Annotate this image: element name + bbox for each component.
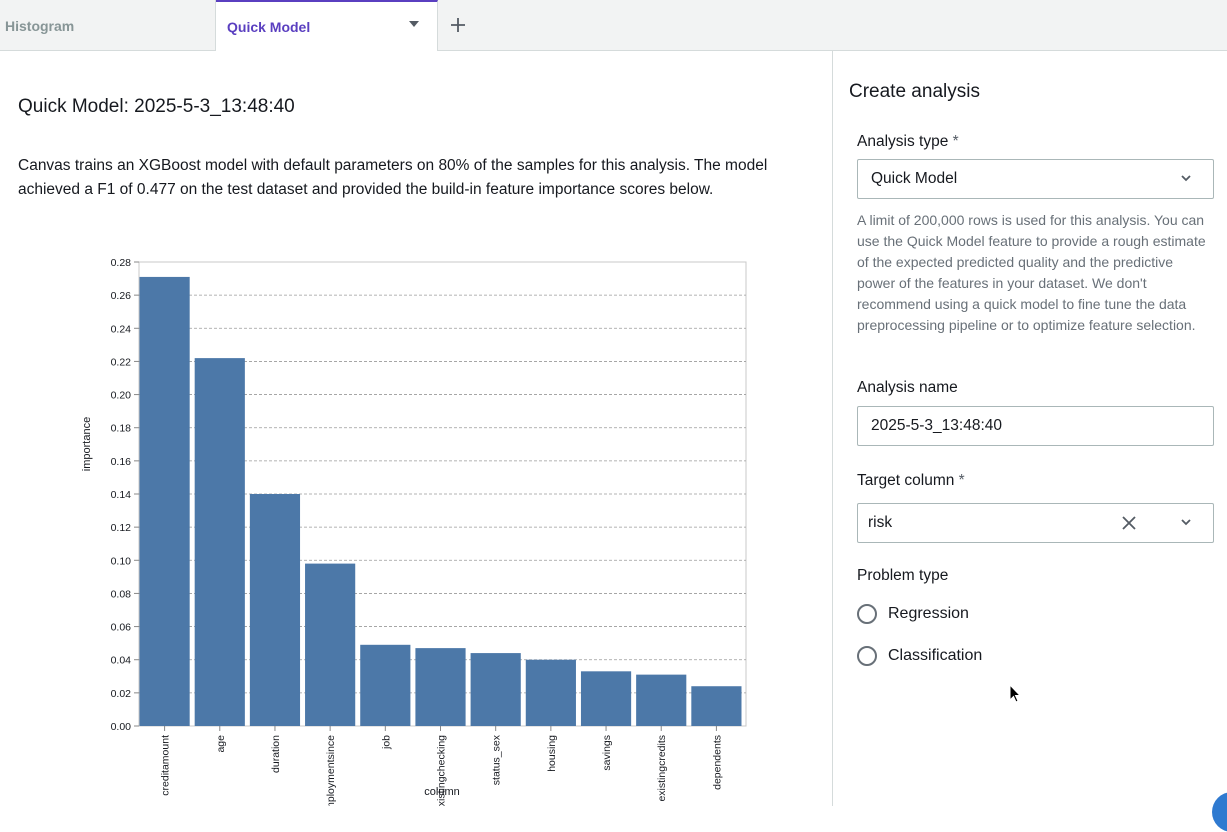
radio-button[interactable] (857, 646, 877, 666)
analysis-name-input[interactable] (857, 406, 1214, 446)
add-tab-button[interactable] (447, 12, 469, 38)
page-title: Quick Model: 2025-5-3_13:48:40 (18, 96, 295, 117)
y-tick-label: 0.26 (111, 290, 132, 302)
create-analysis-panel: Create analysis Analysis type * Quick Mo… (833, 51, 1227, 806)
bar-existingcredits[interactable] (636, 674, 687, 726)
y-tick-label: 0.04 (111, 655, 132, 667)
y-tick-label: 0.22 (111, 356, 132, 368)
radio-classification-label: Classification (888, 647, 983, 664)
clear-icon[interactable] (1121, 515, 1137, 531)
feature-importance-chart: 0.00 0.02 0.04 0.06 0.08 0.10 0.12 0.14 0.16 0.18… (81, 257, 747, 806)
analysis-description: Canvas trains an XGBoost model with defa… (18, 157, 768, 198)
chevron-down-icon[interactable] (409, 21, 419, 27)
y-tick-label: 0.24 (111, 323, 132, 335)
x-tick-label: employmentsince (325, 735, 337, 806)
chevron-down-icon (1181, 519, 1191, 526)
analysis-type-value: Quick Model (871, 170, 958, 187)
main-content: Quick Model: 2025-5-3_13:48:40 Canvas tr… (0, 51, 832, 806)
tab-histogram-label: Histogram (5, 17, 75, 34)
tab-quick-model[interactable]: Quick Model (216, 0, 438, 51)
panel-divider (832, 51, 833, 806)
bar-housing[interactable] (525, 659, 576, 726)
bar-employmentsince[interactable] (305, 563, 356, 726)
panel-title: Create analysis (849, 81, 980, 102)
plus-icon (451, 18, 465, 32)
bar-savings[interactable] (580, 671, 632, 726)
x-tick-label: status_sex (491, 734, 503, 785)
tab-histogram[interactable]: Histogram (0, 0, 216, 51)
analysis-type-label: Analysis type * (857, 133, 959, 151)
y-tick-label: 0.28 (111, 257, 132, 269)
chevron-down-icon (1181, 175, 1191, 182)
y-tick-label: 0.12 (111, 522, 132, 534)
y-tick-label: 0.10 (111, 555, 132, 567)
x-tick-label: duration (270, 735, 282, 773)
analysis-type-label-text: Analysis type (857, 133, 949, 150)
x-tick-label: creditamount (160, 735, 172, 796)
x-tick-label: housing (546, 735, 558, 772)
x-tick-label: age (215, 735, 227, 753)
bar-existingchecking[interactable] (415, 648, 466, 726)
analysis-help-text: A limit of 200,000 rows is used for this… (857, 212, 1206, 333)
x-tick-label: existingchecking (436, 735, 448, 806)
y-tick-label: 0.16 (111, 456, 132, 468)
y-tick-label: 0.08 (111, 588, 132, 600)
tab-quick-model-label: Quick Model (227, 18, 311, 35)
x-tick-label: existingcredits (656, 735, 668, 802)
y-tick-label: 0.18 (111, 423, 132, 435)
bar-dependents[interactable] (691, 686, 742, 726)
x-tick-label: job (380, 735, 392, 750)
problem-type-label: Problem type (857, 567, 949, 584)
radio-regression-label: Regression (888, 605, 969, 622)
target-column-value: risk (868, 514, 893, 531)
analysis-name-label: Analysis name (857, 379, 958, 396)
x-tick-label: dependents (711, 735, 723, 790)
y-tick-label: 0.02 (111, 688, 132, 700)
required-mark: * (952, 133, 959, 150)
bar-age[interactable] (194, 358, 245, 726)
y-tick-label: 0.00 (111, 721, 132, 733)
bar-duration[interactable] (249, 494, 301, 726)
radio-button[interactable] (857, 604, 877, 624)
y-tick-label: 0.06 (111, 622, 132, 634)
y-tick-label: 0.14 (111, 489, 132, 501)
analysis-type-select[interactable]: Quick Model (857, 159, 1214, 199)
x-axis-label: column (424, 786, 459, 798)
bar-status_sex[interactable] (470, 653, 521, 726)
tab-bar: Histogram Quick Model (0, 0, 1227, 51)
bar-creditamount[interactable] (139, 276, 190, 726)
x-tick-label: savings (601, 735, 613, 771)
mouse-cursor-icon (1009, 684, 1022, 703)
radio-classification[interactable]: Classification (857, 646, 982, 666)
target-column-label: Target column * (857, 472, 965, 490)
y-tick-label: 0.20 (111, 390, 132, 402)
target-column-select[interactable]: risk (857, 503, 1214, 543)
required-mark: * (958, 472, 965, 489)
radio-regression[interactable]: Regression (857, 604, 969, 624)
bar-job[interactable] (360, 644, 411, 726)
y-axis-label: importance (81, 417, 93, 471)
target-column-label-text: Target column (857, 472, 955, 489)
